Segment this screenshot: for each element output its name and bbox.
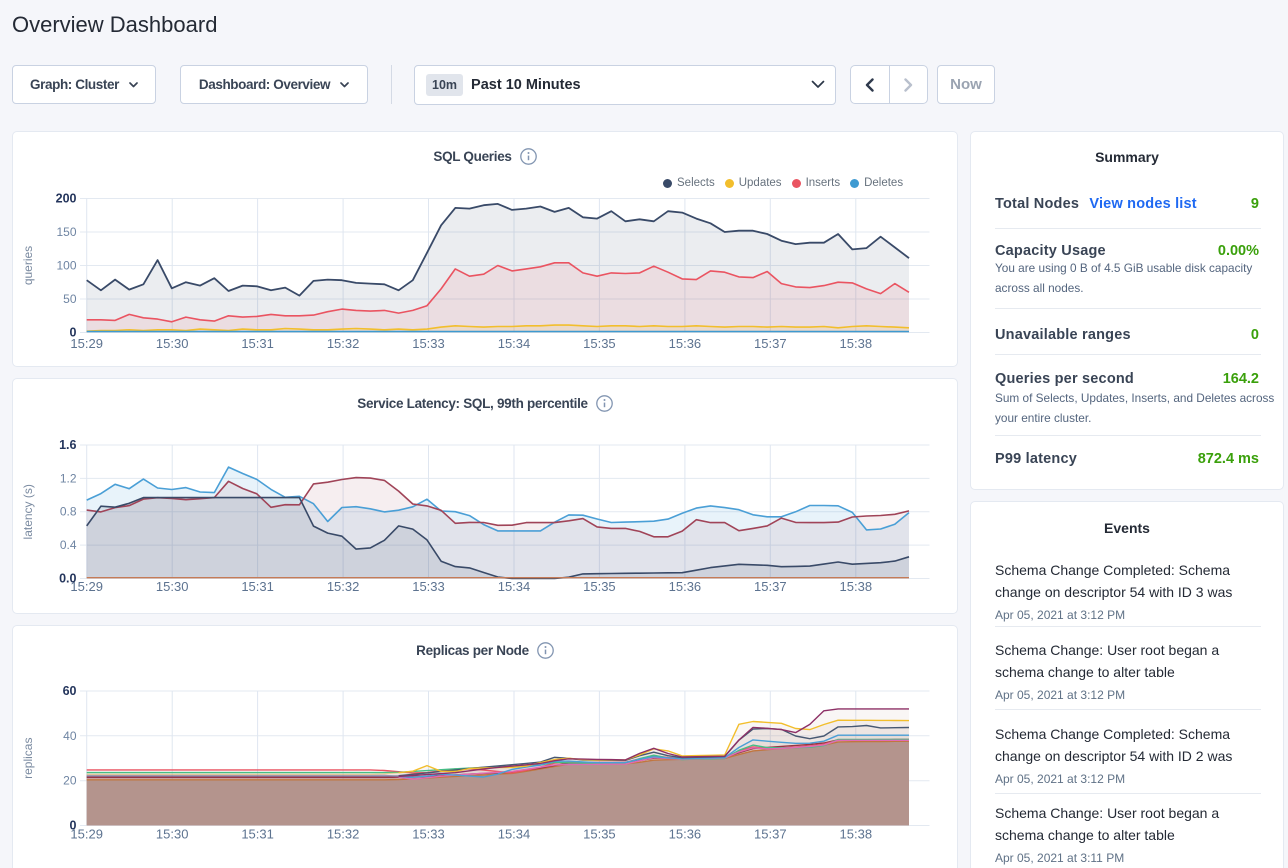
svg-text:latency (s): latency (s) xyxy=(21,484,35,539)
svg-text:0: 0 xyxy=(70,326,77,340)
svg-text:60: 60 xyxy=(63,684,77,698)
svg-text:15:36: 15:36 xyxy=(669,336,702,351)
svg-text:15:35: 15:35 xyxy=(583,579,616,594)
svg-text:15:34: 15:34 xyxy=(498,827,531,842)
svg-text:15:30: 15:30 xyxy=(156,336,189,351)
svg-text:150: 150 xyxy=(56,225,76,239)
svg-text:15:38: 15:38 xyxy=(840,336,873,351)
svg-text:200: 200 xyxy=(56,192,77,206)
svg-text:1.2: 1.2 xyxy=(60,471,77,485)
svg-text:queries: queries xyxy=(21,246,35,285)
svg-text:20: 20 xyxy=(63,774,77,788)
svg-text:15:38: 15:38 xyxy=(840,579,873,594)
svg-text:15:37: 15:37 xyxy=(754,827,787,842)
svg-text:15:31: 15:31 xyxy=(241,336,274,351)
svg-text:0: 0 xyxy=(70,819,77,833)
svg-text:0.4: 0.4 xyxy=(60,538,77,552)
svg-text:15:33: 15:33 xyxy=(412,336,445,351)
svg-text:15:30: 15:30 xyxy=(156,579,189,594)
svg-text:15:36: 15:36 xyxy=(669,827,702,842)
svg-text:40: 40 xyxy=(63,729,77,743)
svg-text:15:33: 15:33 xyxy=(412,827,445,842)
svg-text:15:32: 15:32 xyxy=(327,827,360,842)
svg-text:15:35: 15:35 xyxy=(583,336,616,351)
svg-text:15:38: 15:38 xyxy=(840,827,873,842)
svg-text:15:29: 15:29 xyxy=(70,827,103,842)
svg-text:15:33: 15:33 xyxy=(412,579,445,594)
svg-text:15:31: 15:31 xyxy=(241,827,274,842)
svg-text:15:32: 15:32 xyxy=(327,336,360,351)
svg-text:15:34: 15:34 xyxy=(498,336,531,351)
svg-text:replicas: replicas xyxy=(21,738,35,779)
svg-text:15:31: 15:31 xyxy=(241,579,274,594)
svg-text:15:29: 15:29 xyxy=(70,336,103,351)
svg-text:15:36: 15:36 xyxy=(669,579,702,594)
svg-text:15:37: 15:37 xyxy=(754,336,787,351)
svg-text:0.0: 0.0 xyxy=(59,572,76,586)
svg-text:0.8: 0.8 xyxy=(60,505,77,519)
svg-text:15:34: 15:34 xyxy=(498,579,531,594)
svg-text:50: 50 xyxy=(63,292,77,306)
svg-text:1.6: 1.6 xyxy=(59,438,76,452)
svg-text:15:29: 15:29 xyxy=(70,579,103,594)
svg-text:15:35: 15:35 xyxy=(583,827,616,842)
svg-text:15:32: 15:32 xyxy=(327,579,360,594)
svg-text:15:37: 15:37 xyxy=(754,579,787,594)
svg-text:100: 100 xyxy=(56,259,76,273)
svg-text:15:30: 15:30 xyxy=(156,827,189,842)
